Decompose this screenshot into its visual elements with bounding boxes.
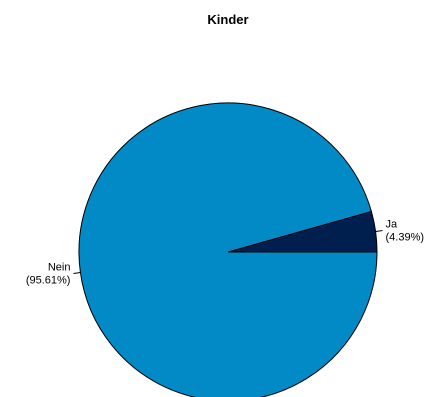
pie-leader-line-ja [375,230,383,233]
pie-percent-label-nein: (95.61%) [26,274,71,286]
pie-leader-line-nein [73,271,81,274]
pie-labels: Ja(4.39%) Nein(95.61%) [26,219,424,287]
pie-label-ja: Ja [386,219,399,231]
pie-slice-nein [78,102,378,397]
chart-title: Kinder [207,12,248,27]
pie-slices [78,102,378,397]
pie-percent-label-ja: (4.39%) [386,232,425,244]
pie-label-nein: Nein [48,261,71,273]
